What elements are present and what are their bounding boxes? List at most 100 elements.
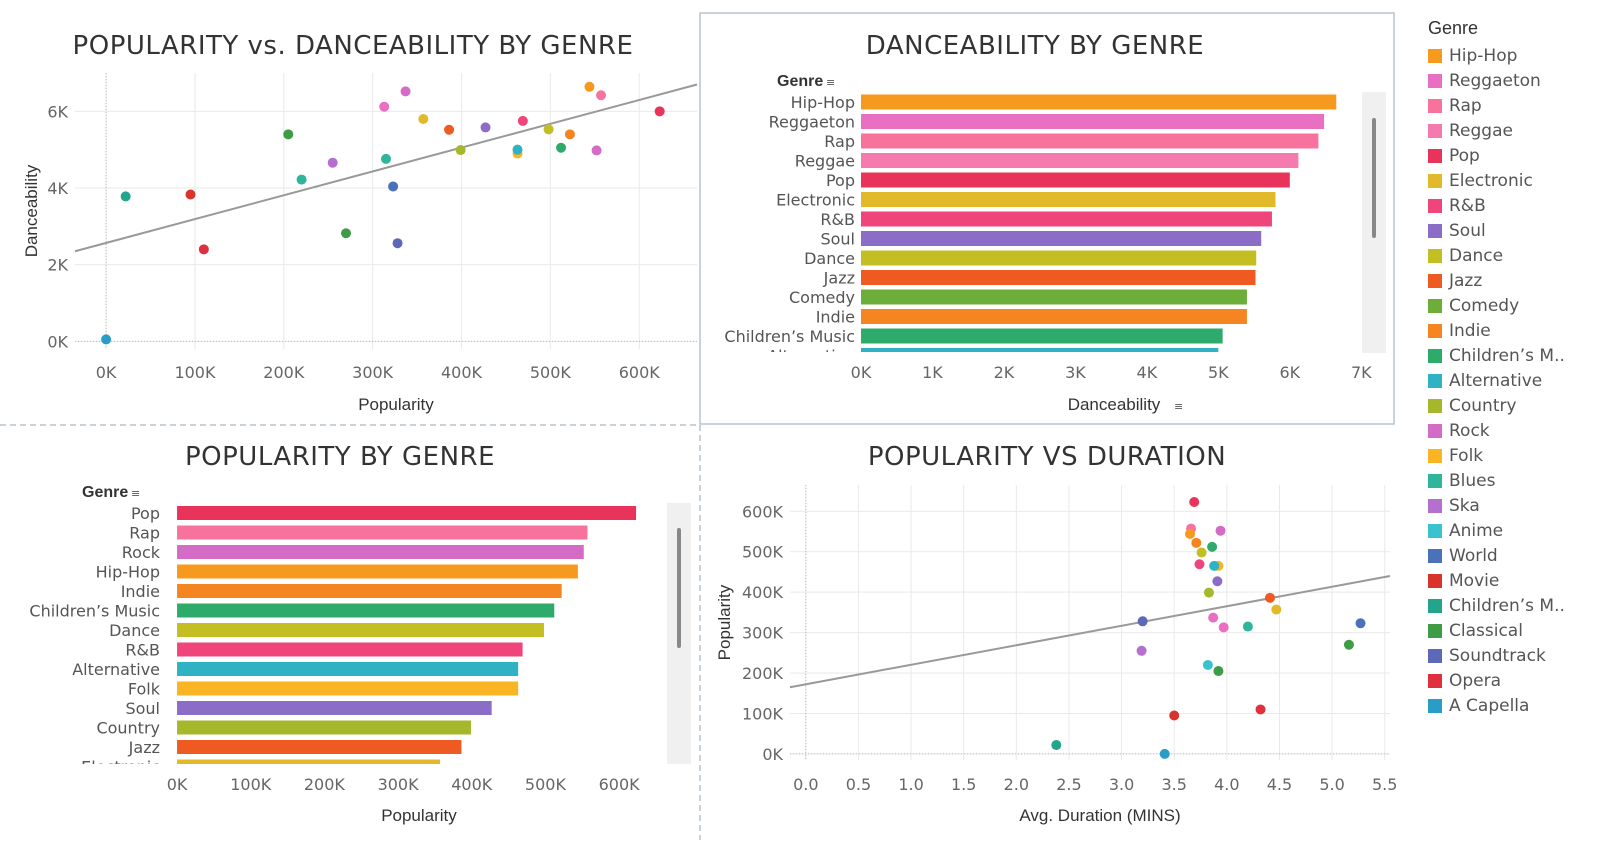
x-tick-label: 4.0 — [1214, 775, 1239, 794]
x-tick-label: 0.0 — [793, 775, 818, 794]
bar — [177, 584, 562, 598]
legend-item[interactable]: Folk — [1428, 443, 1606, 468]
legend-label: Alternative — [1449, 370, 1543, 391]
legend-item[interactable]: Hip-Hop — [1428, 43, 1606, 68]
bar — [177, 759, 441, 764]
category-label: Hip-Hop — [791, 93, 855, 112]
x-tick-label: 1.0 — [898, 775, 923, 794]
data-point — [388, 181, 399, 192]
legend-item[interactable]: Anime — [1428, 518, 1606, 543]
bar — [177, 564, 578, 579]
category-label: Rap — [824, 132, 855, 151]
x-tick-label: 600K — [599, 775, 641, 794]
legend-item[interactable]: Jazz — [1428, 268, 1606, 293]
legend-item[interactable]: Reggae — [1428, 118, 1606, 143]
legend-swatch — [1428, 473, 1442, 488]
legend-item[interactable]: R&B — [1428, 193, 1606, 218]
trend-line — [789, 575, 1391, 689]
legend-item[interactable]: Blues — [1428, 468, 1606, 493]
sort-icon: ≡ — [826, 76, 835, 89]
bar — [861, 133, 1319, 149]
data-point — [1196, 547, 1207, 558]
bar — [861, 270, 1256, 285]
x-tick-label: 0.5 — [846, 775, 871, 794]
legend-swatch — [1428, 623, 1442, 638]
legend-swatch — [1428, 98, 1442, 113]
legend-item[interactable]: Children’s M.. — [1428, 593, 1606, 618]
legend-item[interactable]: Soundtrack — [1428, 643, 1606, 668]
category-label: Pop — [826, 171, 855, 190]
y-tick-label: 4K — [47, 179, 68, 198]
legend-label: Classical — [1449, 620, 1523, 641]
data-point — [517, 115, 528, 126]
legend-item[interactable]: Reggaeton — [1428, 68, 1606, 93]
y-tick-label: 2K — [47, 256, 68, 275]
data-point — [101, 334, 112, 345]
legend-item[interactable]: Classical — [1428, 618, 1606, 643]
data-point — [591, 145, 602, 156]
bar — [177, 701, 492, 715]
legend-item[interactable]: Dance — [1428, 243, 1606, 268]
scrollbar-thumb[interactable] — [677, 528, 681, 648]
data-point — [327, 157, 338, 168]
data-point — [296, 174, 307, 185]
data-point — [654, 106, 665, 117]
bar — [861, 250, 1257, 266]
data-point — [564, 129, 575, 140]
data-point — [1159, 748, 1170, 759]
x-tick-label: 100K — [230, 775, 272, 794]
data-point — [341, 228, 352, 239]
category-label: Indie — [816, 308, 855, 327]
legend-swatch — [1428, 573, 1442, 588]
legend-item[interactable]: Indie — [1428, 318, 1606, 343]
legend-label: Reggaeton — [1449, 70, 1541, 91]
legend-swatch — [1428, 523, 1442, 538]
data-point — [400, 86, 411, 97]
legend-item[interactable]: Ska — [1428, 493, 1606, 518]
genre-legend[interactable]: Genre Hip-Hop Reggaeton Rap Reggae Pop Electr… — [1428, 18, 1606, 718]
data-point — [596, 90, 607, 101]
selected-panel-border — [699, 12, 1395, 425]
category-label: Jazz — [823, 269, 855, 288]
legend-item[interactable]: Rock — [1428, 418, 1606, 443]
legend-item[interactable]: Children’s M.. — [1428, 343, 1606, 368]
chart-scatter1: POPULARITY vs. DANCEABILITY BY GENRE 0K 10… — [22, 31, 698, 414]
x-tick-label: 0K — [96, 363, 117, 382]
legend-item[interactable]: Pop — [1428, 143, 1606, 168]
legend-items: Hip-Hop Reggaeton Rap Reggae Pop Electronic R&… — [1428, 43, 1606, 718]
legend-item[interactable]: Movie — [1428, 568, 1606, 593]
x-tick-label: 5K — [1208, 363, 1229, 382]
x-tick-label: 600K — [619, 363, 661, 382]
legend-item[interactable]: Alternative — [1428, 368, 1606, 393]
scrollbar-thumb[interactable] — [1372, 118, 1376, 238]
legend-item[interactable]: World — [1428, 543, 1606, 568]
legend-swatch — [1428, 273, 1442, 288]
category-label: Dance — [804, 249, 855, 268]
x-tick-label: 4K — [1137, 363, 1158, 382]
legend-swatch — [1428, 548, 1442, 563]
legend-swatch — [1428, 223, 1442, 238]
legend-swatch — [1428, 348, 1442, 363]
x-tick-label: 3.0 — [1109, 775, 1134, 794]
legend-item[interactable]: Electronic — [1428, 168, 1606, 193]
row-header: Genre — [777, 73, 823, 90]
category-label: Soul — [820, 230, 855, 249]
data-point — [381, 153, 391, 164]
legend-item[interactable]: Comedy — [1428, 293, 1606, 318]
legend-swatch — [1428, 198, 1442, 213]
category-label: Reggae — [795, 152, 855, 171]
bar — [861, 192, 1276, 207]
data-point — [1265, 592, 1275, 603]
legend-label: Soundtrack — [1449, 645, 1546, 666]
x-tick-label: 300K — [352, 363, 394, 382]
data-point — [455, 145, 466, 156]
legend-item[interactable]: Rap — [1428, 93, 1606, 118]
legend-item[interactable]: Country — [1428, 393, 1606, 418]
legend-item[interactable]: Soul — [1428, 218, 1606, 243]
legend-item[interactable]: Opera — [1428, 668, 1606, 693]
category-label: Electronic — [776, 191, 855, 210]
legend-item[interactable]: A Capella — [1428, 693, 1606, 718]
legend-swatch — [1428, 123, 1442, 138]
chart-title: POPULARITY BY GENRE — [185, 442, 495, 472]
